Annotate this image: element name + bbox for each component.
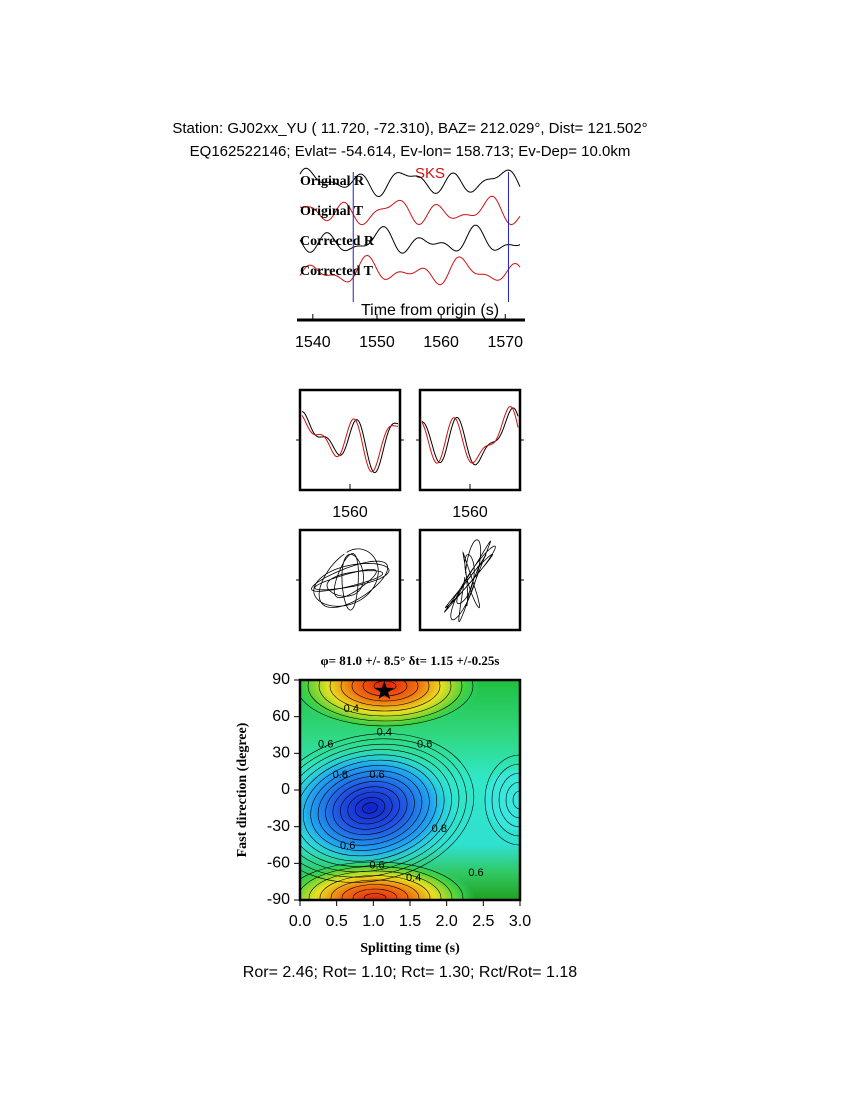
contour: [329, 680, 441, 712]
x-tick-label: 0.5: [326, 913, 348, 930]
contour-label: 0.4: [377, 726, 392, 738]
x-tick-label: 2.5: [472, 913, 494, 930]
trace-label: Corrected R: [300, 234, 375, 249]
contour: [300, 680, 474, 727]
contour: [319, 875, 431, 900]
x-tick-label: 1560: [332, 504, 368, 521]
y-axis-label: Fast direction (degree): [235, 722, 250, 857]
header-line: EQ162522146; Evlat= -54.614, Ev-lon= 158…: [190, 143, 631, 160]
contour: [318, 680, 452, 717]
contour: [362, 680, 408, 697]
contour-label: 0.6: [468, 867, 483, 879]
contour-lines: [300, 680, 520, 900]
waveform: [299, 195, 521, 226]
contour: [505, 781, 520, 819]
x-tick-label: 1560: [423, 334, 459, 351]
best-fit-marker: [374, 681, 394, 700]
x-tick-label: 1560: [452, 504, 488, 521]
x-tick-label: 1550: [359, 334, 395, 351]
contour-label: 0.8: [432, 823, 447, 835]
contour: [317, 770, 423, 846]
panel-frame: [418, 528, 522, 632]
waveform: [421, 405, 519, 464]
contour-label: 0.6: [318, 739, 333, 751]
contour: [325, 775, 415, 841]
contour: [307, 680, 463, 722]
contour: [302, 759, 438, 857]
waveform: [299, 167, 521, 197]
trace-label: Original R: [300, 174, 365, 189]
x-axis-label: Time from origin (s): [361, 302, 499, 319]
contour: [354, 797, 386, 819]
surface-low: [300, 746, 460, 870]
y-tick-label: 30: [272, 745, 290, 762]
misfit-surface: [300, 680, 520, 900]
x-tick-label: 1.5: [399, 913, 421, 930]
panel-frame: [418, 388, 522, 492]
contour-label: 0.8: [333, 769, 348, 781]
particle-motion: [311, 548, 390, 611]
contour-label: 0.6: [417, 739, 432, 751]
waveform: [421, 407, 519, 466]
y-tick-label: 60: [272, 708, 290, 725]
trace-label: Original T: [300, 204, 364, 219]
contour: [340, 680, 430, 707]
x-tick-label: 0.0: [289, 913, 311, 930]
contour: [362, 802, 378, 814]
contour: [498, 772, 520, 828]
panel-frame: [298, 388, 402, 492]
waveform: [299, 224, 521, 254]
y-tick-label: 90: [272, 671, 290, 688]
contour: [351, 680, 419, 702]
y-tick-label: -30: [267, 818, 290, 835]
contour: [363, 893, 387, 900]
x-tick-label: 1570: [487, 334, 523, 351]
contour: [300, 754, 445, 862]
contour: [332, 781, 408, 835]
contour: [512, 790, 520, 810]
contour-label: 0.6: [369, 860, 384, 872]
x-tick-label: 1.0: [362, 913, 384, 930]
chart-title: φ= 81.0 +/- 8.5° δt= 1.15 +/-0.25s: [321, 653, 500, 668]
y-tick-label: -60: [267, 855, 290, 872]
contour: [484, 754, 520, 846]
waveform: [301, 415, 398, 473]
contour: [300, 861, 464, 900]
phase-label: SKS: [415, 165, 445, 182]
x-tick-label: 2.0: [436, 913, 458, 930]
contour: [300, 866, 453, 900]
waveform: [301, 411, 399, 474]
waveform: [299, 254, 521, 286]
x-tick-label: 3.0: [509, 913, 531, 930]
contour-label: 0.6: [340, 840, 355, 852]
contour-label: 0.6: [369, 769, 384, 781]
panel-frame: [298, 528, 402, 632]
contour: [341, 884, 409, 900]
footer: Ror= 2.46; Rot= 1.10; Rct= 1.30; Rct/Rot…: [243, 964, 578, 981]
trace-label: Corrected T: [300, 264, 374, 279]
y-tick-label: 0: [281, 781, 290, 798]
y-tick-label: -90: [267, 891, 290, 908]
contour: [300, 749, 452, 867]
particle-motion: [443, 539, 496, 623]
contour-label: 0.4: [344, 703, 359, 715]
header-line: Station: GJ02xx_YU ( 11.720, -72.310), B…: [172, 120, 647, 137]
surface-low: [485, 770, 520, 830]
contour: [308, 870, 442, 900]
contour: [300, 733, 475, 883]
contour: [300, 743, 460, 873]
contour: [340, 786, 400, 830]
contour-label: 0.4: [406, 872, 421, 884]
x-tick-label: 1540: [295, 334, 331, 351]
x-axis-label: Splitting time (s): [360, 941, 460, 956]
contour: [352, 888, 398, 900]
contour: [491, 763, 520, 837]
contour: [300, 738, 467, 878]
contour: [330, 879, 420, 900]
contour: [310, 765, 430, 851]
contour: [347, 791, 393, 825]
